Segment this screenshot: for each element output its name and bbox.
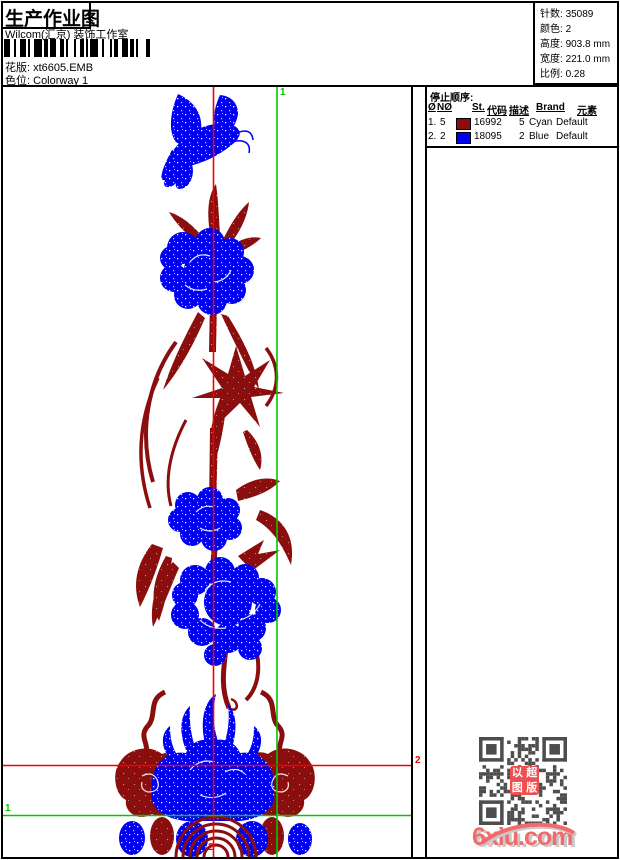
flower-cluster-1: [160, 228, 254, 315]
col-brand: Brand: [536, 102, 565, 113]
stop-table-title: 停止顺序:: [430, 93, 474, 104]
flower-cluster-2: [168, 487, 242, 551]
row1-color-swatch: [456, 118, 471, 130]
row2-desc: Blue: [529, 131, 550, 142]
field-pattern: 花版: xt6605.EMB: [5, 59, 93, 75]
col-desc: 描述: [509, 106, 529, 117]
header-divider: [2, 85, 618, 87]
row1-code: 5: [519, 117, 525, 128]
field-colorway-label: 色位:: [5, 75, 31, 87]
info-colors: 颜色: 2: [540, 24, 572, 35]
field-pattern-label: 花版:: [5, 62, 31, 74]
col-stitches: St.: [472, 102, 485, 113]
row1-desc: Cyan: [529, 117, 553, 128]
end-point-label: 2: [208, 842, 214, 853]
company-name: Wilcom(汇京) 装饰工作室: [5, 29, 129, 41]
info-height: 高度: 903.8 mm: [540, 39, 611, 50]
design-area-border: [411, 85, 413, 858]
row2-code: 2: [519, 131, 525, 142]
design-canvas: [2, 85, 411, 858]
watermark-swoosh: [480, 822, 578, 845]
butterfly-motif: [161, 94, 254, 189]
info-width: 宽度: 221.0 mm: [540, 54, 611, 65]
flower-cluster-3: [171, 557, 281, 666]
row2-needle: 2: [440, 131, 446, 142]
stop-panel-border: [425, 85, 427, 858]
design-barcode: [4, 39, 160, 57]
rainbow-arc-motif: [174, 815, 258, 858]
info-scale: 比例: 0.28: [540, 69, 586, 80]
field-pattern-value: xt6605.EMB: [33, 62, 94, 74]
row2-color-swatch: [456, 132, 471, 144]
stop-table-bottom-rule: [427, 146, 618, 148]
start-point-label: 1: [280, 87, 286, 98]
red-seal-stamp: 以 超 图 版: [510, 766, 539, 795]
row2-brand: Default: [556, 131, 588, 142]
row1-needle: 5: [440, 117, 446, 128]
col-hash: Ø: [428, 102, 436, 113]
col-needle: NØ: [437, 102, 452, 113]
info-stitches: 针数: 35089: [540, 9, 594, 20]
col-element: 元素: [577, 106, 597, 117]
site-watermark: 6xiu.com: [472, 822, 578, 852]
h-green-guide-label: 1: [5, 803, 11, 814]
page-title: 生产作业图: [5, 9, 101, 30]
design-info-panel: 针数: 35089 颜色: 2 高度: 903.8 mm 宽度: 221.0 m…: [533, 3, 617, 85]
row2-no: 2.: [428, 131, 437, 142]
guide-lines: [2, 85, 411, 857]
row1-no: 1.: [428, 117, 437, 128]
field-colorway: 色位: Colorway 1: [5, 72, 88, 88]
field-colorway-value: Colorway 1: [33, 75, 89, 87]
col-code: 代码: [487, 106, 507, 117]
title-cell-border: [3, 3, 91, 29]
h-red-guide-label: 2: [415, 755, 421, 766]
row1-st: 16992: [474, 117, 502, 128]
grass-blades: [139, 340, 286, 767]
row1-brand: Default: [556, 117, 588, 128]
row2-st: 18095: [474, 131, 502, 142]
stitch-detail-lines: [141, 254, 289, 799]
